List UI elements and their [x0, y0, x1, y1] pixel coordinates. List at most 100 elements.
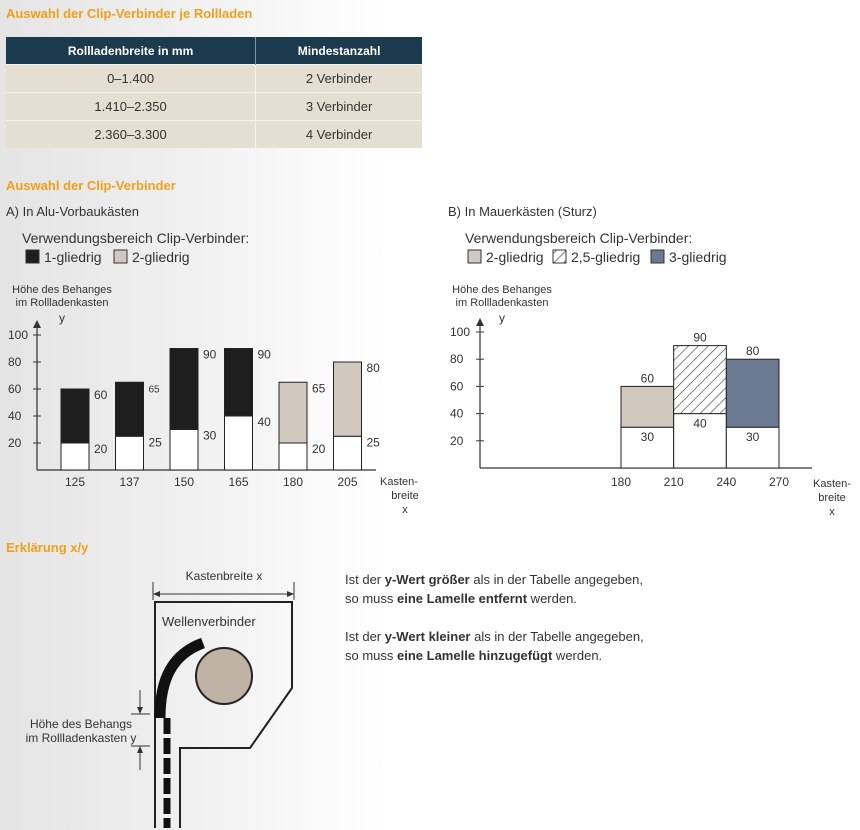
table-heading: Auswahl der Clip-Verbinder je Rollladen [6, 6, 253, 21]
bar-range-segment [60, 388, 90, 444]
y-axis-arrow-icon [33, 320, 41, 328]
table-row: 0–1.400 2 Verbinder [6, 64, 422, 93]
x-tick-label: 180 [283, 475, 303, 489]
bar-high-label: 80 [367, 361, 381, 375]
chart-mauerkaesten: B) In Mauerkästen (Sturz) Verwendungsber… [448, 204, 851, 518]
bar-high-label: 65 [312, 381, 326, 395]
bar-low-label: 30 [746, 430, 760, 444]
x-tick-label: 165 [228, 475, 248, 489]
bar-low-label: 20 [94, 442, 108, 456]
table-cell-width: 0–1.400 [6, 64, 256, 93]
arrow-left-icon [153, 591, 160, 597]
legend-label-1-gliedrig: 1-gliedrig [44, 249, 102, 265]
bar-high-label: 80 [746, 344, 760, 358]
emphasis-y-greater: y-Wert größer [384, 572, 470, 587]
y-tick-label: 40 [8, 409, 22, 423]
arrow-right-icon [287, 591, 294, 597]
legend-swatch-3-gliedrig [650, 249, 665, 264]
bar-range-segment [673, 345, 727, 415]
bar-low-label: 30 [203, 429, 217, 443]
legend-swatch-2-gliedrig [467, 249, 482, 264]
chart-a-ylabel-line2: im Rollladenkasten [16, 297, 109, 309]
y-tick-label: 20 [450, 434, 464, 448]
y-tick-label: 20 [8, 436, 22, 450]
chart-b-ylabel-line2: im Rollladenkasten [456, 297, 549, 309]
chart-a-xlabel-line1: Kasten- [380, 476, 418, 488]
chart-a-xlabel-var: x [402, 504, 408, 516]
chart-b-legend-title: Verwendungsbereich Clip-Verbinder: [465, 230, 692, 246]
roller-shaft [195, 647, 253, 705]
hoehe-label-line2: im Rollladenkasten y [26, 731, 137, 745]
chart-b-ylabel-line1: Höhe des Behanges [452, 284, 552, 296]
y-tick-label: 80 [8, 355, 22, 369]
shutter-box-diagram: Kastenbreite x Wellenverbinder Höhe des … [26, 569, 295, 828]
legend-label-2-gliedrig: 2-gliedrig [486, 249, 544, 265]
chart-a-ylabel-line1: Höhe des Behanges [12, 284, 112, 296]
chart-a-ylabel-var: y [59, 311, 65, 325]
table-row: 1.410–2.350 3 Verbinder [6, 92, 422, 121]
x-tick-label: 180 [611, 475, 631, 489]
table-cell-width: 1.410–2.350 [6, 92, 256, 121]
bar-low-label: 40 [258, 415, 272, 429]
x-tick-label: 150 [174, 475, 194, 489]
bar-base-segment [278, 442, 308, 471]
x-tick-label: 270 [769, 475, 789, 489]
bar-range-segment [620, 385, 675, 428]
bar-base-segment [224, 415, 253, 471]
table-cell-count: 4 Verbinder [255, 120, 422, 148]
bar-high-label: 90 [203, 348, 217, 362]
bar-low-label: 25 [149, 435, 163, 449]
wellenverbinder-label: Wellenverbinder [162, 614, 256, 629]
bar-low-label: 20 [312, 442, 326, 456]
x-tick-label: 210 [664, 475, 684, 489]
bar-high-label: 65 [149, 384, 161, 395]
emphasis-remove-slat: eine Lamelle entfernt [397, 591, 528, 606]
y-tick-label: 60 [8, 382, 22, 396]
arrow-down-icon [137, 707, 143, 714]
kastenbreite-label: Kastenbreite x [186, 569, 263, 583]
table-cell-count: 3 Verbinder [255, 92, 422, 121]
y-tick-label: 100 [450, 325, 470, 339]
bar-range-segment [224, 348, 253, 417]
bar-range-segment [333, 361, 362, 437]
bar-base-segment [60, 442, 90, 471]
y-tick-label: 40 [450, 407, 464, 421]
bar-high-label: 90 [258, 348, 272, 362]
x-tick-label: 137 [119, 475, 139, 489]
chart-a-legend-title: Verwendungsbereich Clip-Verbinder: [22, 230, 249, 246]
bar-base-segment [333, 435, 362, 471]
arrow-up-icon [137, 746, 143, 753]
table-row: 2.360–3.300 4 Verbinder [6, 120, 422, 148]
bar-base-segment [725, 426, 780, 469]
shutter-box-outline [154, 601, 293, 828]
y-tick-label: 60 [450, 379, 464, 393]
chart-a-subtitle: A) In Alu-Vorbaukästen [6, 204, 139, 219]
chart-b-xlabel-line2: breite [818, 492, 846, 504]
bar-high-label: 60 [94, 388, 108, 402]
chart-b-ylabel-var: y [499, 311, 505, 325]
explain-heading: Erklärung x/y [6, 540, 89, 555]
emphasis-add-slat: eine Lamelle hinzugefügt [397, 648, 553, 663]
bar-high-label: 90 [693, 331, 707, 345]
bar-low-label: 30 [641, 430, 655, 444]
chart-a-xlabel-line2: breite [391, 490, 419, 502]
table-cell-count: 2 Verbinder [255, 64, 422, 93]
wellenverbinder-connector [154, 637, 206, 719]
legend-swatch-1-gliedrig [25, 249, 40, 264]
bar-range-segment [169, 348, 199, 430]
y-tick-label: 80 [450, 352, 464, 366]
legend-swatch-2-5-gliedrig [552, 249, 567, 264]
emphasis-y-smaller: y-Wert kleiner [384, 629, 471, 644]
legend-label-2-gliedrig: 2-gliedrig [132, 249, 190, 265]
table-header-row: Rollladenbreite in mm Mindestanzahl [6, 37, 422, 65]
bar-range-segment [725, 358, 780, 428]
bar-low-label: 25 [367, 435, 381, 449]
table-cell-width: 2.360–3.300 [6, 120, 256, 148]
clip-connector-table: Rollladenbreite in mm Mindestanzahl 0–1.… [6, 37, 422, 148]
y-axis-arrow-icon [476, 318, 484, 326]
chart-b-xlabel-line1: Kasten- [813, 478, 851, 490]
chart-alu-vorbaukaesten: A) In Alu-Vorbaukästen Verwendungsbereic… [6, 204, 419, 516]
bar-base-segment [115, 435, 144, 471]
bar-range-segment [115, 381, 144, 437]
bar-low-label: 40 [693, 417, 707, 431]
